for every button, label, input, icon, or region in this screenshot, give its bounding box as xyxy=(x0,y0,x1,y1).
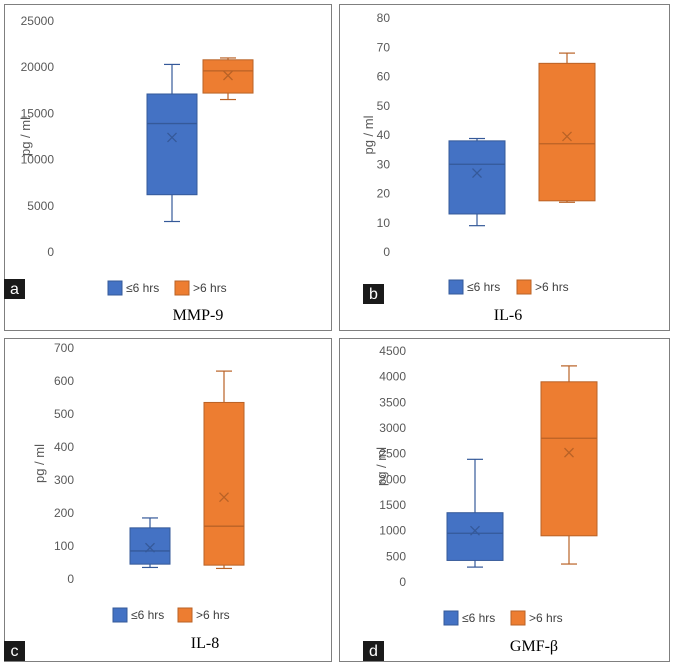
y-tick-label: 0 xyxy=(399,575,406,589)
y-tick-label: 400 xyxy=(54,440,74,454)
legend-swatch xyxy=(510,610,526,626)
box-iqr xyxy=(203,401,245,566)
mean-marker xyxy=(470,525,480,536)
legend-label: ≤6 hrs xyxy=(467,280,500,294)
legend-label: >6 hrs xyxy=(193,281,227,295)
panel-label: c xyxy=(11,643,19,660)
box-le6hrs xyxy=(129,517,171,569)
chart-panel-c: 0 100 200 300 400 500 600 700 pg / ml ≤6 hrs >6 hr… xyxy=(4,338,332,662)
chart-panel-d: 0 500 1000 1500 2000 2500 3000 3500 4000 4500 pg /… xyxy=(339,338,670,662)
y-tick-label: 1000 xyxy=(379,524,406,538)
mean-marker xyxy=(472,168,482,178)
y-tick-label: 600 xyxy=(54,374,74,388)
box-iqr xyxy=(538,62,596,202)
panel-label: b xyxy=(369,286,378,303)
y-tick-label: 300 xyxy=(54,473,74,487)
y-tick-label: 4500 xyxy=(379,344,406,358)
legend-swatch xyxy=(174,280,190,296)
legend-swatch xyxy=(448,279,464,295)
y-tick-label: 500 xyxy=(386,549,406,563)
legend-swatch xyxy=(516,279,532,295)
panel-label-box xyxy=(4,641,25,661)
mean-marker xyxy=(223,70,233,81)
y-tick-label: 0 xyxy=(383,245,390,259)
box-iqr xyxy=(540,381,598,537)
y-tick-label: 60 xyxy=(377,70,391,84)
y-tick-label: 70 xyxy=(377,40,391,54)
y-tick-label: 20000 xyxy=(21,60,55,74)
panel-label-box xyxy=(363,284,384,304)
legend-swatch xyxy=(177,607,193,623)
y-tick-label: 500 xyxy=(54,407,74,421)
y-tick-label: 3500 xyxy=(379,395,406,409)
y-tick-label: 5000 xyxy=(27,199,54,213)
chart-panel-a: 0 5000 10000 15000 20000 25000 pg / ml ≤6 hrs >6… xyxy=(4,4,332,331)
y-tick-label: 200 xyxy=(54,506,74,520)
box-le6hrs xyxy=(448,137,506,227)
y-tick-label: 2500 xyxy=(379,447,406,461)
chart-title: IL-6 xyxy=(494,307,522,324)
legend-label: ≤6 hrs xyxy=(126,281,159,295)
panel-frame xyxy=(4,338,332,662)
legend-label: ≤6 hrs xyxy=(131,608,164,622)
y-tick-label: 50 xyxy=(377,99,391,113)
mean-marker xyxy=(219,492,229,503)
box-gt6hrs xyxy=(540,365,598,565)
y-axis-label: pg / ml xyxy=(32,444,47,483)
y-tick-label: 700 xyxy=(54,341,74,355)
panel-frame xyxy=(339,338,670,662)
chart-title: IL-8 xyxy=(191,635,219,652)
box-gt6hrs xyxy=(538,52,596,203)
legend-label: >6 hrs xyxy=(529,611,563,625)
y-tick-label: 2000 xyxy=(379,472,406,486)
y-tick-label: 80 xyxy=(377,11,391,25)
box-iqr xyxy=(448,140,506,215)
y-tick-label: 20 xyxy=(377,187,391,201)
y-tick-label: 0 xyxy=(47,245,54,259)
y-tick-label: 3000 xyxy=(379,421,406,435)
box-gt6hrs xyxy=(203,370,245,570)
panel-frame xyxy=(339,4,670,331)
legend-swatch xyxy=(107,280,123,296)
y-tick-label: 15000 xyxy=(21,106,55,120)
y-axis-label: pg / ml xyxy=(18,117,33,156)
y-tick-label: 10 xyxy=(377,216,391,230)
chart-panel-b: 0 10 20 30 40 50 60 70 80 pg / ml ≤6 hrs >6 hrs IL-6… xyxy=(339,4,670,331)
box-le6hrs xyxy=(146,63,198,223)
panel-label-box xyxy=(363,641,384,661)
y-axis-label: pg / ml xyxy=(361,115,376,154)
panel-label: a xyxy=(10,281,19,298)
mean-marker xyxy=(145,542,155,553)
legend-label: >6 hrs xyxy=(535,280,569,294)
legend-swatch xyxy=(443,610,459,626)
chart-title: MMP-9 xyxy=(173,307,224,324)
y-tick-label: 4000 xyxy=(379,370,406,384)
y-tick-label: 1500 xyxy=(379,498,406,512)
y-axis-label: pg / ml xyxy=(374,447,389,486)
legend-label: >6 hrs xyxy=(196,608,230,622)
y-tick-label: 10000 xyxy=(21,153,55,167)
y-tick-label: 40 xyxy=(377,128,391,142)
box-iqr xyxy=(146,93,198,196)
box-iqr xyxy=(129,527,171,565)
mean-marker xyxy=(562,131,572,142)
y-tick-label: 30 xyxy=(377,157,391,171)
y-tick-label: 25000 xyxy=(21,14,55,28)
y-tick-label: 0 xyxy=(67,572,74,586)
chart-title: GMF-β xyxy=(510,638,558,655)
legend-swatch xyxy=(112,607,128,623)
mean-marker xyxy=(167,132,177,143)
box-gt6hrs xyxy=(202,57,254,101)
panel-label-box xyxy=(4,279,25,299)
legend-label: ≤6 hrs xyxy=(462,611,495,625)
mean-marker xyxy=(564,447,574,458)
panel-label: d xyxy=(369,643,378,660)
box-le6hrs xyxy=(446,458,504,568)
panel-frame xyxy=(4,4,332,331)
box-iqr xyxy=(202,59,254,94)
box-iqr xyxy=(446,512,504,561)
y-tick-label: 100 xyxy=(54,539,74,553)
